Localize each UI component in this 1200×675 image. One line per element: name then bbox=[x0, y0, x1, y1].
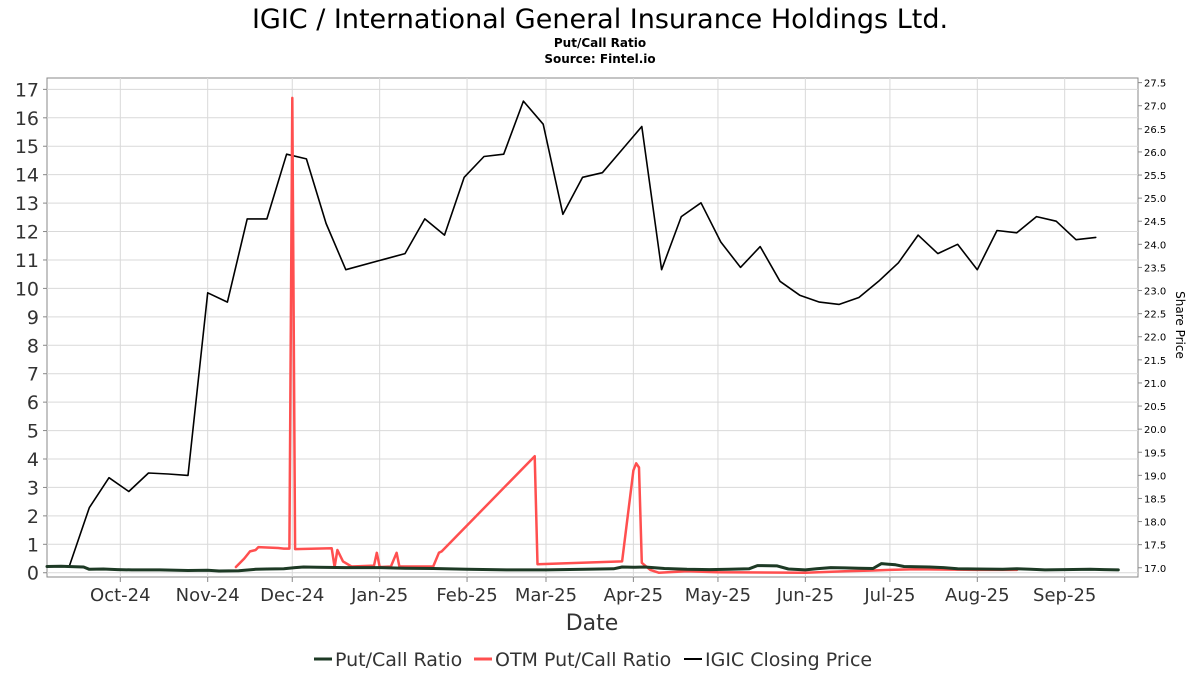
x-tick-label: Feb-25 bbox=[436, 585, 497, 606]
right-tick-label: 18.5 bbox=[1144, 494, 1166, 505]
right-tick-label: 21.0 bbox=[1144, 379, 1166, 390]
x-tick-label: Jan-25 bbox=[350, 585, 408, 606]
legend-label: OTM Put/Call Ratio bbox=[495, 649, 671, 671]
right-y-axis: 17.0 17.5 18.0 18.5 19.0 19.5 20.0 20.5 21.0 21.5… bbox=[1138, 79, 1166, 575]
series-line-put-call-ratio bbox=[45, 562, 1120, 573]
left-tick-label: 17 bbox=[15, 79, 39, 101]
x-tick-label: Aug-25 bbox=[945, 585, 1010, 606]
right-tick-label: 17.0 bbox=[1144, 564, 1166, 575]
legend-label: Put/Call Ratio bbox=[335, 649, 462, 671]
plot-area bbox=[46, 77, 1139, 578]
left-tick-label: 13 bbox=[15, 193, 39, 215]
left-tick-label: 8 bbox=[27, 335, 39, 357]
right-tick-label: 27.5 bbox=[1144, 79, 1166, 90]
legend: Put/Call Ratio OTM Put/Call Ratio IGIC Clo… bbox=[314, 649, 872, 671]
x-axis: Oct-24 Nov-24 Dec-24 Jan-25 Feb-25 Mar-25 Apr-… bbox=[90, 577, 1096, 606]
legend-label: IGIC Closing Price bbox=[705, 649, 872, 671]
right-tick-label: 19.5 bbox=[1144, 448, 1166, 459]
right-tick-label: 26.5 bbox=[1144, 125, 1166, 136]
left-tick-label: 1 bbox=[27, 534, 39, 556]
right-tick-label: 19.0 bbox=[1144, 471, 1166, 482]
right-tick-label: 23.5 bbox=[1144, 263, 1166, 274]
left-tick-label: 10 bbox=[15, 278, 39, 300]
right-tick-label: 21.5 bbox=[1144, 356, 1166, 367]
x-tick-label: Oct-24 bbox=[90, 585, 151, 606]
right-axis-title: Share Price bbox=[1173, 291, 1187, 359]
x-tick-label: May-25 bbox=[685, 585, 751, 606]
left-tick-label: 6 bbox=[27, 392, 39, 414]
right-tick-label: 24.5 bbox=[1144, 217, 1166, 228]
left-tick-label: 3 bbox=[27, 477, 39, 499]
left-tick-label: 12 bbox=[15, 222, 39, 244]
right-tick-label: 18.0 bbox=[1144, 518, 1166, 529]
left-tick-label: 14 bbox=[15, 165, 39, 187]
series-line-igic-closing-price bbox=[68, 100, 1097, 567]
x-tick-label: Dec-24 bbox=[260, 585, 324, 606]
right-tick-label: 23.0 bbox=[1144, 287, 1166, 298]
right-tick-label: 25.5 bbox=[1144, 171, 1166, 182]
x-tick-label: Jun-25 bbox=[776, 585, 835, 606]
right-tick-label: 17.5 bbox=[1144, 541, 1166, 552]
x-tick-label: Nov-24 bbox=[176, 585, 240, 606]
right-tick-label: 24.0 bbox=[1144, 240, 1166, 251]
left-tick-label: 9 bbox=[27, 307, 39, 329]
right-tick-label: 20.5 bbox=[1144, 402, 1166, 413]
right-tick-label: 22.0 bbox=[1144, 333, 1166, 344]
chart-source: Source: Fintel.io bbox=[544, 52, 655, 66]
x-axis-title: Date bbox=[566, 611, 619, 636]
left-tick-label: 4 bbox=[27, 449, 39, 471]
series-layer bbox=[45, 96, 1120, 574]
right-tick-label: 25.0 bbox=[1144, 194, 1166, 205]
right-tick-label: 26.0 bbox=[1144, 148, 1166, 159]
x-tick-label: Jul-25 bbox=[863, 585, 915, 606]
left-tick-label: 5 bbox=[27, 421, 39, 443]
right-tick-label: 22.5 bbox=[1144, 310, 1166, 321]
x-tick-label: Apr-25 bbox=[604, 585, 663, 606]
left-tick-label: 11 bbox=[15, 250, 39, 272]
chart-title: IGIC / International General Insurance H… bbox=[252, 4, 948, 35]
left-tick-label: 7 bbox=[27, 364, 39, 386]
chart-subtitle: Put/Call Ratio bbox=[554, 36, 646, 50]
left-tick-label: 16 bbox=[15, 108, 39, 130]
series-line-otm-put-call-ratio bbox=[234, 96, 1019, 574]
left-tick-label: 2 bbox=[27, 506, 39, 528]
right-tick-label: 27.0 bbox=[1144, 102, 1166, 113]
x-tick-label: Mar-25 bbox=[515, 585, 577, 606]
x-tick-label: Sep-25 bbox=[1033, 585, 1096, 606]
left-tick-label: 15 bbox=[15, 136, 39, 158]
left-tick-label: 0 bbox=[27, 563, 39, 585]
right-tick-label: 20.0 bbox=[1144, 425, 1166, 436]
grid-layer bbox=[47, 78, 1138, 577]
